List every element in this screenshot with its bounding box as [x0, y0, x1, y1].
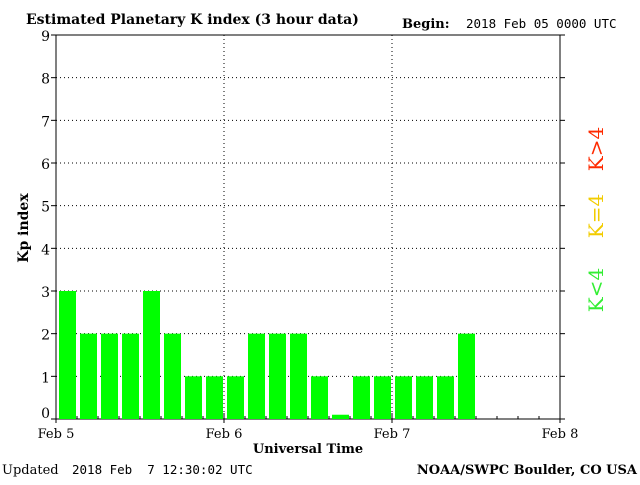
- kp-bar: [395, 376, 412, 419]
- x-tick-label: Feb 8: [542, 427, 579, 442]
- x-axis-label: Universal Time: [253, 442, 363, 457]
- kp-bar: [101, 333, 118, 419]
- kp-bar: [143, 291, 160, 419]
- y-tick-label: 1: [41, 370, 50, 386]
- x-tick-label: Feb 7: [374, 427, 411, 442]
- kp-bar: [311, 376, 328, 419]
- kp-bar: [248, 333, 265, 419]
- kp-bar: [416, 376, 433, 419]
- credit-text: NOAA/SWPC Boulder, CO USA: [417, 463, 638, 478]
- y-tick-label: 3: [41, 285, 50, 301]
- y-axis: 0 1 2 3 4 5 6 7 8 9: [41, 29, 565, 422]
- legend-item-above-4: K>4: [584, 127, 608, 171]
- y-tick-label: 5: [41, 200, 50, 216]
- kp-bar: [374, 376, 391, 419]
- kp-bar: [59, 291, 76, 419]
- kp-bar: [353, 376, 370, 419]
- kp-bar: [164, 333, 181, 419]
- x-tick-label: Feb 5: [38, 427, 75, 442]
- legend-item-below-4: K<4: [584, 268, 608, 312]
- x-axis: Feb 5 Feb 6 Feb 7 Feb 8: [38, 413, 579, 442]
- y-axis-label: Kp index: [16, 193, 32, 263]
- updated-value: 2018 Feb 7 12:30:02 UTC: [72, 462, 253, 477]
- updated-label: Updated: [2, 463, 59, 478]
- kp-bar: [185, 376, 202, 419]
- kp-bar: [437, 376, 454, 419]
- y-tick-label: 6: [41, 157, 50, 173]
- kp-bar: [206, 376, 223, 419]
- y-tick-label: 2: [41, 328, 50, 344]
- y-tick-label: 8: [41, 72, 50, 88]
- bars: [59, 291, 475, 419]
- chart-title: Estimated Planetary K index (3 hour data…: [26, 12, 359, 28]
- begin-label: Begin:: [402, 17, 450, 32]
- grid-lines: [56, 35, 560, 419]
- legend: K<4 K=4 K>4: [584, 127, 608, 312]
- kp-bar: [332, 414, 349, 419]
- y-tick-label: 4: [41, 242, 50, 258]
- kp-bar: [290, 333, 307, 419]
- y-tick-label: 9: [41, 29, 50, 45]
- kp-bar: [227, 376, 244, 419]
- x-tick-label: Feb 6: [206, 427, 243, 442]
- y-tick-label: 0: [41, 406, 50, 422]
- begin-value: 2018 Feb 05 0000 UTC: [466, 16, 617, 31]
- kp-bar: [80, 333, 97, 419]
- y-tick-label: 7: [41, 114, 50, 130]
- kp-bar: [458, 333, 475, 419]
- legend-item-equal-4: K=4: [584, 194, 608, 238]
- kp-bar: [269, 333, 286, 419]
- kp-bar: [122, 333, 139, 419]
